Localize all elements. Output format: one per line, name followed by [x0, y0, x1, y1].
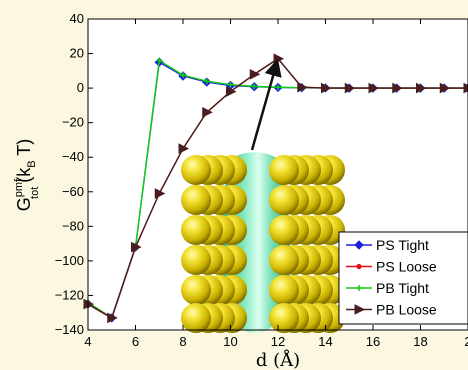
y-tick-label: −20 — [62, 115, 84, 130]
data-point-pb-loose — [131, 241, 142, 253]
data-point-pb-loose — [416, 82, 427, 94]
ion-sphere — [269, 215, 299, 245]
data-point-pb-tight — [227, 81, 234, 88]
y-tick-label: 40 — [70, 11, 84, 26]
x-tick-label: 18 — [413, 334, 427, 349]
molecule-inset — [181, 58, 345, 333]
legend-marker-ps-tight — [354, 240, 364, 250]
legend: PS Tight PS Loose PB Tight PB Loose — [338, 231, 468, 325]
ion-sphere — [269, 275, 299, 305]
data-point-pb-loose — [463, 82, 468, 94]
legend-label-ps-loose: PS Loose — [376, 259, 437, 275]
x-tick-label: 8 — [179, 334, 186, 349]
axis-ticks: 4 6 8 10 12 14 16 18 2 40 20 0 −20 −40 −60 −80 −100 −120 −… — [55, 11, 468, 349]
y-axis-label-text: Gpmf tot(kB T) — [13, 139, 41, 212]
data-point-pb-loose — [392, 82, 403, 94]
x-tick-label: 10 — [223, 334, 237, 349]
x-axis-label: d (Å) — [256, 349, 300, 370]
legend-label-ps-tight: PS Tight — [376, 237, 429, 253]
ion-sphere — [181, 275, 211, 305]
ion-sphere — [181, 245, 211, 275]
data-point-pb-loose — [439, 82, 451, 94]
data-point-pb-loose — [368, 82, 380, 94]
x-tick-label: 4 — [84, 334, 91, 349]
data-point-pb-tight — [275, 84, 281, 91]
data-point-pb-loose — [297, 81, 308, 93]
ion-sphere — [269, 185, 299, 215]
y-tick-label: 20 — [70, 46, 84, 61]
ion-sphere — [181, 185, 211, 215]
x-tick-label: 6 — [132, 334, 139, 349]
y-tick-label: −80 — [62, 218, 84, 233]
left-ion-stack — [181, 155, 247, 333]
data-point-pb-loose — [321, 82, 332, 94]
x-tick-label: 12 — [271, 334, 285, 349]
data-point-pb-loose — [226, 86, 237, 97]
annotation-arrow — [250, 58, 282, 151]
legend-marker-ps-loose — [356, 263, 362, 270]
data-point-pb-tight — [251, 83, 258, 90]
legend-marker-pb-tight — [356, 285, 362, 291]
y-axis-label: Gpmf tot(kB T) — [13, 139, 41, 212]
ion-sphere — [181, 215, 211, 245]
data-point-pb-tight — [180, 72, 186, 79]
x-tick-label: 16 — [366, 334, 380, 349]
ion-sphere — [269, 245, 299, 275]
y-tick-label: −40 — [62, 149, 84, 164]
x-tick-label: 14 — [318, 334, 332, 349]
ion-sphere — [181, 155, 211, 185]
ion-sphere — [269, 303, 299, 333]
ion-sphere — [181, 303, 211, 333]
right-ion-stack — [269, 155, 345, 333]
legend-marker-pb-loose — [354, 304, 366, 315]
data-point-pb-tight — [156, 57, 163, 64]
y-tick-label: −140 — [55, 322, 84, 337]
y-tick-label: 0 — [77, 80, 84, 95]
legend-label-pb-loose: PB Loose — [376, 302, 437, 318]
data-point-pb-loose — [107, 312, 118, 324]
y-tick-label: −120 — [55, 287, 84, 302]
data-point-pb-loose — [154, 188, 166, 199]
data-point-pb-tight — [203, 78, 210, 85]
y-tick-label: −100 — [55, 253, 84, 268]
data-point-pb-loose — [178, 143, 190, 154]
ion-sphere — [269, 155, 299, 185]
data-point-pb-loose — [249, 68, 261, 80]
data-point-pb-loose — [202, 106, 213, 118]
data-point-pb-loose — [344, 82, 356, 94]
legend-label-pb-tight: PB Tight — [376, 280, 429, 296]
y-tick-label: −60 — [62, 184, 84, 199]
x-tick-label: 2 — [464, 334, 468, 349]
